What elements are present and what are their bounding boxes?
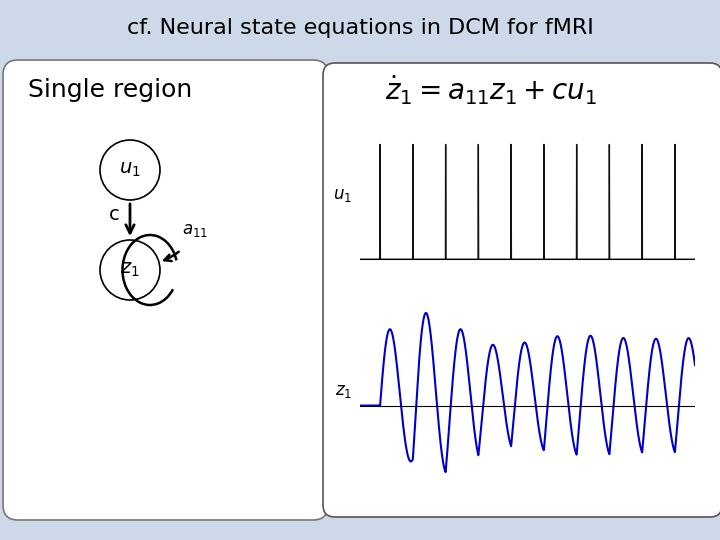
Text: $a_{11}$: $a_{11}$ xyxy=(182,221,208,239)
Text: $z_1$: $z_1$ xyxy=(120,261,140,279)
Text: Single region: Single region xyxy=(28,78,192,102)
Text: $\dot{z}_1 = a_{11}z_1 + cu_1$: $\dot{z}_1 = a_{11}z_1 + cu_1$ xyxy=(385,73,597,106)
Circle shape xyxy=(100,140,160,200)
Text: c: c xyxy=(109,206,120,225)
Text: $u_1$: $u_1$ xyxy=(333,186,352,204)
Text: cf. Neural state equations in DCM for fMRI: cf. Neural state equations in DCM for fM… xyxy=(127,18,593,38)
FancyBboxPatch shape xyxy=(3,60,328,520)
FancyBboxPatch shape xyxy=(323,63,720,517)
Text: $z_1$: $z_1$ xyxy=(335,383,352,401)
Circle shape xyxy=(100,240,160,300)
Text: $u_1$: $u_1$ xyxy=(119,161,141,179)
